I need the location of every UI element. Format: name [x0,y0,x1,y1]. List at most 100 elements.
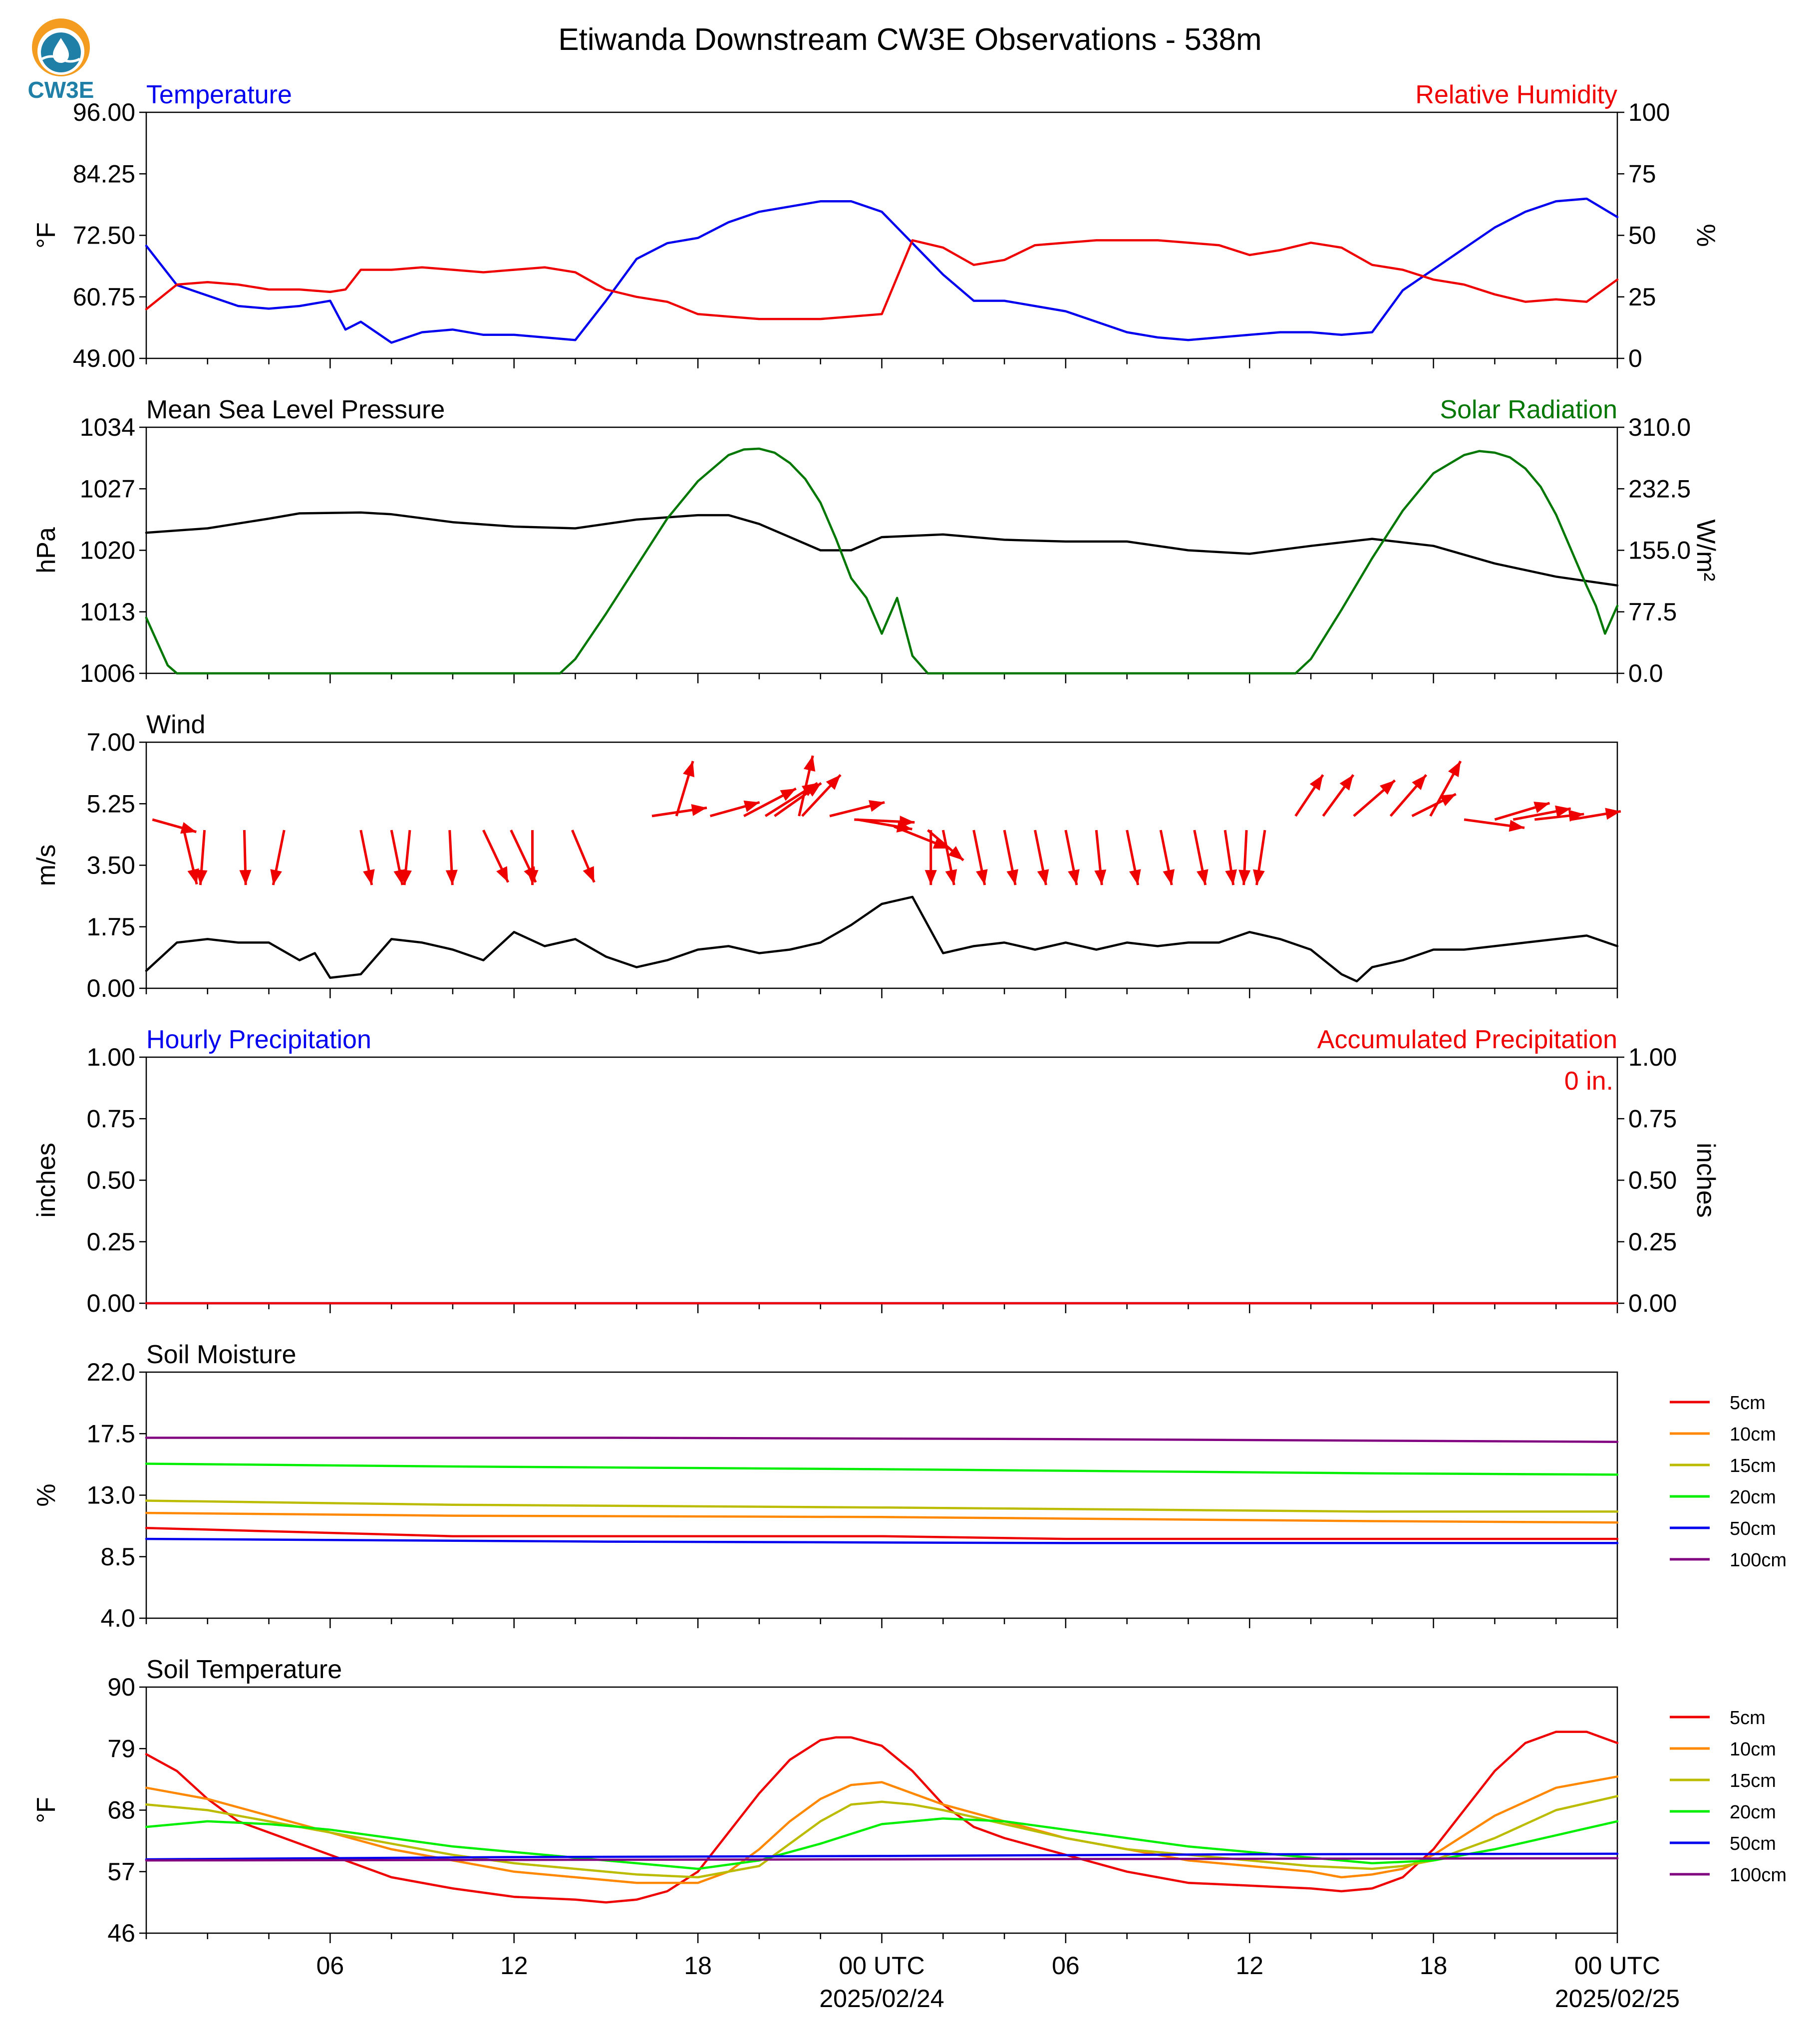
y-tick-label-right: 0.0 [1628,659,1663,687]
wind-arrow-head [1225,869,1237,885]
wind-arrow-head [743,800,760,812]
panel-title-right: Accumulated Precipitation [1317,1025,1617,1054]
wind-arrow-head [239,869,252,885]
wind-arrow-head [1339,775,1354,791]
y-tick-label: 1020 [80,537,135,565]
wind-arrow-head [1533,802,1550,814]
panel-title: Temperature [146,80,292,109]
wind-arrow-head [948,846,964,861]
wind-arrow-head [1197,869,1209,885]
panel-title: Soil Temperature [146,1655,342,1684]
y-axis-label: °F [32,1797,61,1823]
y-axis-label: hPa [32,527,61,574]
panel-4: 22.0 17.5 13.0 8.5 4.0 Soil Moisture% 5cm 10cm 1… [32,1340,1787,1632]
wind-arrow-head [683,761,695,778]
wind-arrow-head [691,804,707,816]
wind-arrow-head [780,788,796,801]
legend-label: 15cm [1730,1455,1776,1476]
y-tick-label: 49.00 [73,344,135,372]
wind-arrow-head [924,870,937,885]
y-tick-label: 60.75 [73,283,135,311]
series-line-20cm [145,1817,1619,1870]
y-tick-label: 1013 [80,598,135,626]
series-line-5cm [145,1731,1619,1904]
logo-text: CW3E [28,77,94,103]
series-line-relative-humidity [145,239,1619,320]
wind-arrow-head [363,869,375,885]
plot-frame [145,426,1618,674]
wind-arrow-head [1555,805,1571,818]
plot-frame [145,1686,1618,1934]
y-tick-label-right: 0.50 [1628,1166,1677,1194]
y-tick-label: 4.0 [100,1604,135,1632]
y-axis-label-right: W/m² [1691,519,1720,581]
wind-arrow-head [195,869,208,885]
wind-arrow-head [945,869,957,885]
series-line-solar-radiation [145,447,1619,675]
y-tick-label: 72.50 [73,222,135,250]
y-axis-label: m/s [32,845,61,886]
accumulated-total-label: 0 in. [1564,1067,1613,1096]
series-line-100cm [145,1437,1619,1443]
wind-arrow-head [1412,775,1427,790]
wind-arrow-head [1006,869,1018,885]
x-axis: 06 12 18 00 UTC 06 12 18 00 UTC 2025/02/24 2025/0… [316,1952,1680,2013]
y-axis-label: % [32,1483,61,1506]
y-tick-label: 17.5 [87,1420,135,1448]
series-line-20cm [145,1462,1619,1476]
y-axis-label: °F [32,222,61,249]
series-line-15cm [145,1795,1619,1879]
wind-arrow-head [869,800,885,812]
wind-arrow-head [805,783,822,797]
wind-arrow-head [1129,869,1141,885]
legend-label: 10cm [1730,1424,1776,1445]
y-tick-label: 1.00 [87,1043,135,1071]
series-line-50cm [145,1537,1619,1544]
wind-arrow-head [583,866,595,882]
y-tick-label: 1.75 [87,913,135,941]
y-tick-label: 22.0 [87,1358,135,1386]
figure-title: Etiwanda Downstream CW3E Observations - … [558,22,1261,57]
legend-label: 15cm [1730,1770,1776,1791]
x-tick-label: 06 [316,1952,344,1980]
panel-title: Mean Sea Level Pressure [146,395,445,424]
wind-arrow-head [1037,869,1049,885]
cw3e-logo: CW3E [28,18,94,103]
legend-label: 5cm [1730,1393,1766,1414]
y-tick-label-right: 75 [1628,160,1656,188]
y-tick-label: 0.75 [87,1105,135,1133]
panels: 96.00 84.25 72.50 60.75 49.00 100 75 50 25 0 Tempe… [32,80,1787,1947]
wind-arrow-head [1379,780,1395,795]
legend-label: 5cm [1730,1708,1766,1729]
legend-label: 10cm [1730,1739,1776,1760]
wind-arrow-head [496,866,508,882]
y-tick-label: 7.00 [87,728,135,756]
x-tick-label: 00 UTC [839,1952,924,1980]
series-line-5cm [145,1526,1619,1540]
y-tick-label-right: 232.5 [1628,475,1691,503]
wind-arrow-head [976,869,988,885]
panel-title: Wind [146,710,205,739]
panel-title: Soil Moisture [146,1340,297,1369]
y-tick-label-right: 0.75 [1628,1105,1677,1133]
y-tick-label: 13.0 [87,1481,135,1509]
wind-arrow-head [187,868,199,884]
series-line-mean-sea-level-pressure [145,511,1619,587]
wind-arrow-head [803,755,816,772]
legend-label: 100cm [1730,1550,1787,1571]
y-tick-label: 57 [107,1858,135,1886]
wind-arrow-head [826,775,841,790]
wind-arrow-head [400,869,412,885]
legend-label: 50cm [1730,1518,1776,1539]
y-tick-label: 1027 [80,475,135,503]
y-tick-label-right: 77.5 [1628,598,1677,626]
y-tick-label: 8.5 [100,1543,135,1571]
legend-label: 20cm [1730,1487,1776,1508]
y-tick-label: 1006 [80,659,135,687]
y-tick-label-right: 0.25 [1628,1228,1677,1256]
series-line-100cm [145,1857,1619,1862]
y-tick-label: 84.25 [73,160,135,188]
y-tick-label: 90 [107,1673,135,1701]
y-tick-label: 3.50 [87,852,135,879]
y-tick-label-right: 155.0 [1628,537,1691,565]
